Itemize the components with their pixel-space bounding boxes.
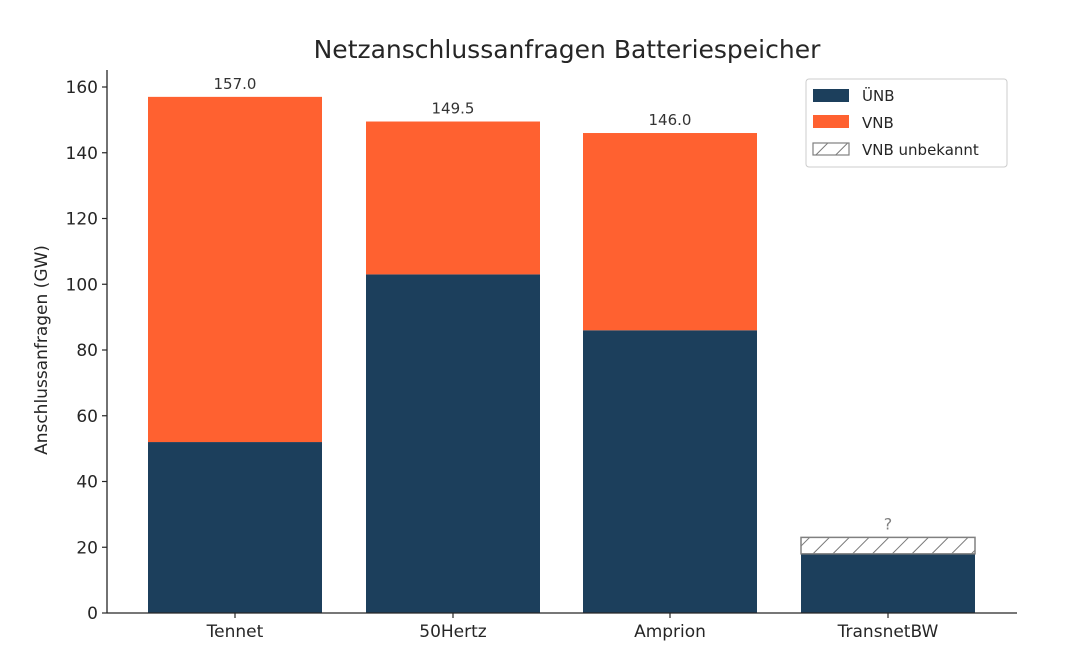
legend-label-vnb: VNB <box>862 114 894 132</box>
legend-label-unb: ÜNB <box>862 86 895 105</box>
data-label-amprion: 146.0 <box>649 111 692 129</box>
x-tick-label-50hertz: 50Hertz <box>419 622 487 642</box>
data-label-50hertz: 149.5 <box>432 100 475 118</box>
legend-swatch-vnb-unbekannt <box>812 142 850 156</box>
y-tick-label: 120 <box>66 210 98 230</box>
bar-vnb-tennet <box>148 96 322 443</box>
bar--nb-amprion <box>583 330 757 613</box>
bar-vnb-amprion <box>583 133 757 331</box>
data-label-tennet: 157.0 <box>214 75 257 93</box>
data-label-transnetbw: ? <box>884 514 893 533</box>
y-tick-label: 160 <box>66 78 98 98</box>
chart-title: Netzanschlussanfragen Batteriespeicher <box>314 35 821 64</box>
y-tick-label: 80 <box>76 341 98 361</box>
legend-swatch-vnb <box>813 115 849 128</box>
y-tick-label: 0 <box>87 604 98 624</box>
y-tick-label: 100 <box>66 275 98 295</box>
bar--nb-tennet <box>148 442 322 613</box>
bar--nb-transnetbw <box>801 553 975 613</box>
y-tick-label: 40 <box>76 473 98 493</box>
legend-label-vnb-unbekannt: VNB unbekannt <box>862 141 979 159</box>
legend-swatch-unb <box>813 89 849 102</box>
legend-frame <box>805 78 1008 168</box>
bar-vnb-unbekannt-transnetbw <box>800 536 976 555</box>
bar-vnb-50hertz <box>366 121 540 275</box>
x-tick-label-amprion: Amprion <box>634 622 706 642</box>
y-tick-label: 60 <box>76 407 98 427</box>
x-tick-label-tennet: Tennet <box>206 622 264 642</box>
y-axis-label: Anschlussanfragen (GW) <box>32 245 52 455</box>
y-tick-label: 140 <box>66 144 98 164</box>
y-tick-label: 20 <box>76 538 98 558</box>
bar--nb-50hertz <box>366 274 540 613</box>
x-tick-label-transnetbw: TransnetBW <box>837 622 939 642</box>
legend: ÜNB VNB VNB unbekannt <box>805 78 1008 168</box>
